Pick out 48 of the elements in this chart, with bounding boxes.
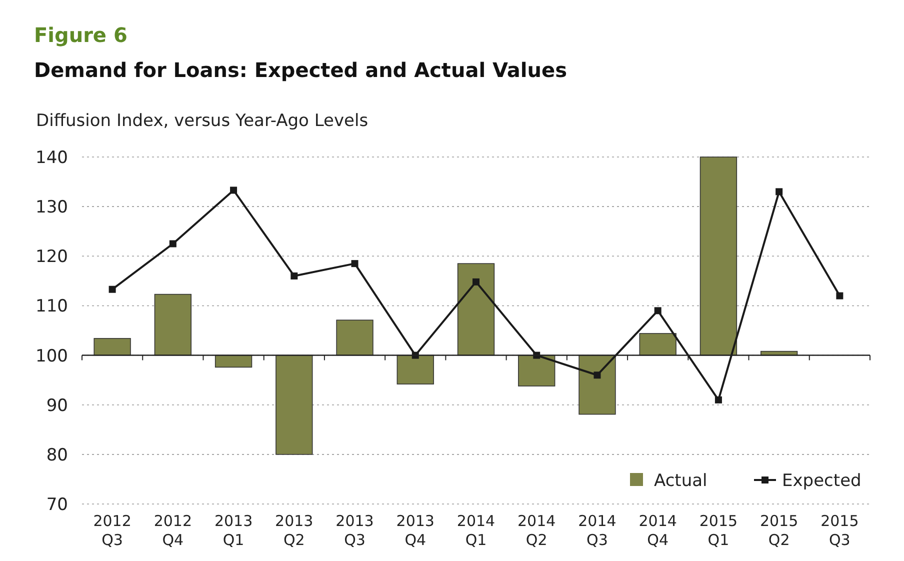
y-tick-label: 110 — [36, 296, 68, 317]
y-tick-label: 100 — [36, 346, 68, 366]
x-tick-label: 2013 Q3 — [336, 512, 374, 549]
point — [776, 188, 783, 196]
point — [594, 372, 601, 379]
bar — [578, 354, 616, 415]
x-tick-label: 2015 Q1 — [699, 512, 738, 549]
point — [836, 292, 844, 300]
y-tick-label: 120 — [36, 247, 68, 268]
x-tick-label: 2013 Q1 — [214, 512, 253, 549]
x-tick-label: 2015 Q2 — [760, 512, 798, 549]
point — [108, 286, 116, 293]
x-tick-label: 2012 Q4 — [154, 512, 192, 549]
bar — [396, 354, 434, 384]
x-tick-label: 2014 Q2 — [518, 512, 556, 549]
y-tick-label: 70 — [46, 495, 68, 515]
x-tick-label: 2013 Q2 — [275, 512, 314, 549]
x-tick-label: 2014 Q1 — [456, 512, 496, 549]
bar — [336, 320, 374, 356]
bar — [457, 263, 495, 356]
bar — [700, 156, 738, 356]
x-tick-label: 2012 Q3 — [93, 512, 132, 549]
point — [714, 396, 722, 404]
bar — [94, 338, 131, 356]
point — [169, 240, 176, 248]
bar — [276, 354, 313, 455]
x-tick-label: 2015 Q3 — [820, 512, 859, 549]
legend-label: Actual — [654, 471, 708, 491]
point — [230, 186, 238, 194]
chart-title: Figure 6 — [34, 23, 128, 47]
bar — [639, 333, 676, 356]
point — [654, 307, 662, 314]
legend-label: Expected — [782, 471, 862, 491]
x-tick-label: 2014 Q4 — [638, 512, 677, 549]
y-tick-label: 140 — [36, 148, 68, 168]
y-tick-label: 80 — [46, 445, 68, 466]
y-axis-title: Diffusion Index, versus Year-Ago Levels — [36, 111, 368, 131]
bar — [214, 354, 252, 368]
chart-subtitle: Demand for Loans: Expected and Actual Values — [34, 58, 567, 82]
point — [472, 278, 480, 286]
x-tick-label: 2013 Q4 — [396, 512, 434, 549]
bar — [518, 354, 556, 386]
point — [290, 272, 298, 280]
y-tick-label: 90 — [46, 396, 68, 416]
point — [351, 260, 358, 268]
y-tick-label: 130 — [36, 198, 68, 218]
x-tick-label: 2014 Q3 — [578, 512, 616, 549]
bar — [154, 294, 192, 356]
